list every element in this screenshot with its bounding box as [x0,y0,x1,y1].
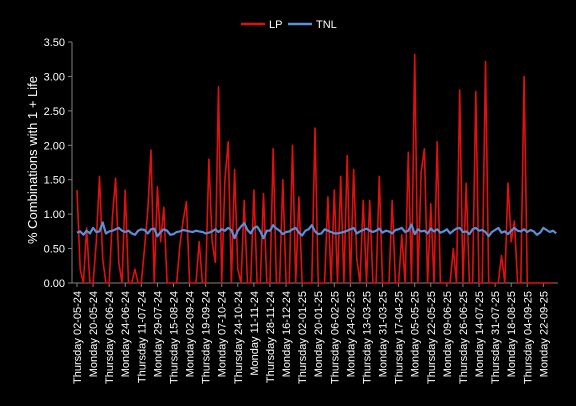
x-tick-label: Monday 02-09-24 [185,291,197,377]
x-tick-label: Monday 31-03-25 [378,291,390,377]
x-tick-label: Thursday 02-05-24 [72,291,84,384]
legend-label: LP [269,19,282,31]
x-tick-label: Thursday 31-07-25 [490,291,502,384]
y-tick-label: 0.00 [44,278,65,290]
y-axis-label: % Combinations with 1 + Life [25,76,40,244]
x-tick-label: Thursday 02-01-25 [297,291,309,384]
x-tick-label: Thursday 24-10-24 [233,291,245,384]
x-tick-label: Monday 29-07-24 [152,291,164,377]
x-tick-label: Thursday 22-05-25 [426,291,438,384]
x-tick-label: Monday 16-12-24 [281,291,293,377]
x-axis: Thursday 02-05-24 Monday 20-05-24 Thursday… [72,282,558,384]
x-tick-label: Thursday 04-09-25 [522,291,534,384]
x-tick-label: Monday 20-05-24 [88,291,100,377]
x-tick-label: Thursday 28-11-24 [265,291,277,383]
x-tick-label: Monday 24-06-24 [120,291,132,377]
x-tick-label: Thursday 06-02-25 [329,291,341,384]
x-tick-label: Monday 05-05-25 [410,291,422,377]
chart-legend: LP TNL [241,19,337,31]
x-tick-label: Monday 18-08-25 [506,291,518,377]
series-line-lp [76,53,553,284]
y-tick-label: 2.50 [44,106,65,118]
x-tick-label: Thursday 19-09-24 [201,291,213,384]
x-tick-label: Monday 11-11-24 [249,291,261,376]
y-tick-label: 0.50 [44,244,65,256]
y-tick-label: 3.00 [44,71,65,83]
x-tick-label: Thursday 06-06-24 [104,291,116,384]
x-tick-label: Thursday 17-04-25 [394,291,406,384]
x-tick-label: Thursday 26-06-25 [458,291,470,384]
y-tick-label: 2.00 [44,140,65,152]
y-axis: 0.00 0.50 1.00 1.50 2.00 2.50 3.00 3.50 [44,37,73,290]
y-tick-label: 1.00 [44,209,65,221]
plot-area [76,53,557,284]
x-tick-label: Monday 24-02-25 [345,291,357,377]
x-tick-label: Thursday 15-08-24 [168,291,180,384]
x-tick-label: Monday 14-07-25 [474,291,486,377]
x-tick-label: Thursday 13-03-25 [361,291,373,384]
x-tick-label: Monday 22-09-25 [538,291,550,377]
x-tick-label: Monday 07-10-24 [217,291,229,377]
legend-label: TNL [316,19,337,31]
x-tick-label: Thursday 11-07-24 [136,291,148,383]
y-tick-label: 1.50 [44,175,65,187]
x-tick-label: Monday 20-01-25 [313,291,325,377]
x-tick-label: Monday 09-06-25 [442,291,454,377]
series-line-tnl [76,221,557,240]
y-tick-label: 3.50 [44,37,65,49]
